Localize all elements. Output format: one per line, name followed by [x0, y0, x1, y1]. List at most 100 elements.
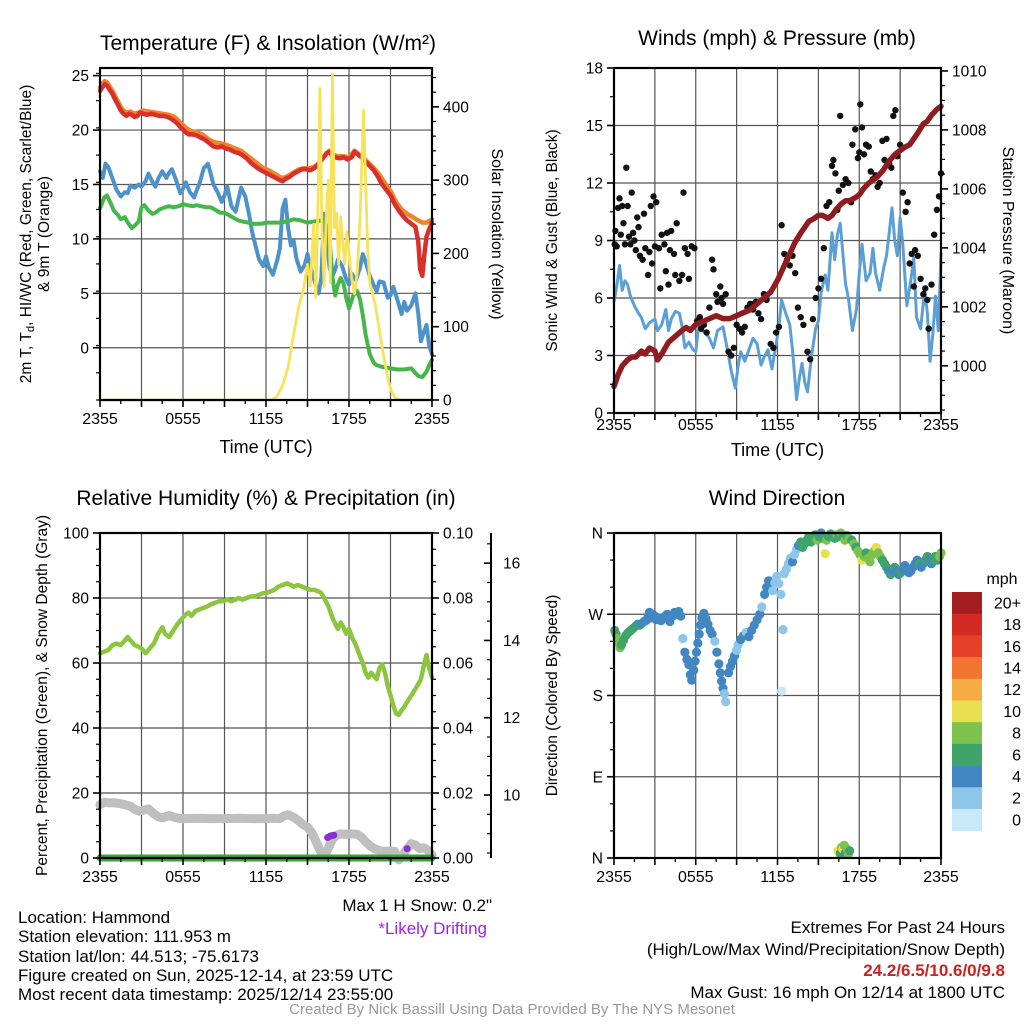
x-tick-label: 2355	[596, 417, 632, 434]
extremes-title: Extremes For Past 24 Hours	[790, 918, 1005, 937]
data-point	[712, 647, 722, 657]
station-elevation: Station elevation: 111.953 m	[18, 927, 231, 947]
y-tick-label: 9	[594, 233, 603, 250]
data-point	[772, 329, 780, 336]
x-tick-label: 2355	[596, 869, 632, 886]
data-point	[760, 589, 770, 600]
colorbar-segment	[952, 743, 982, 767]
right-tick-label: 400	[443, 99, 469, 116]
y-tick-label: 40	[72, 721, 90, 738]
data-point	[722, 291, 729, 298]
y-tick-label: 20	[72, 123, 90, 140]
colorbar-segment	[952, 657, 982, 680]
data-point	[924, 296, 931, 304]
right-tick-label: 1006	[952, 181, 986, 198]
snow-tick-label: 16	[503, 556, 520, 573]
x-tick-label: 2355	[82, 411, 118, 428]
data-point	[690, 656, 700, 666]
data-point	[617, 231, 624, 238]
data-point	[687, 675, 697, 685]
chart-title: Relative Humidity (%) & Precipitation (i…	[76, 487, 455, 510]
data-point	[839, 181, 847, 189]
data-point	[644, 271, 652, 279]
data-point	[804, 348, 811, 355]
data-point	[807, 356, 814, 363]
speed-colorbar: mph 20+ 18 16 14 12 10 8 6 4 2 0	[952, 571, 1021, 832]
data-point	[820, 245, 827, 252]
series-sonic-wind	[612, 206, 943, 402]
colorbar-label: 20+	[994, 595, 1021, 612]
data-point	[768, 586, 778, 596]
chart-title: Temperature (F) & Insolation (W/m²)	[100, 32, 436, 55]
recent-timestamp: Most recent data timestamp: 2025/12/14 2…	[18, 985, 394, 1005]
y-tick-label: 100	[63, 526, 89, 543]
colorbar-segment	[952, 765, 982, 788]
data-point	[639, 256, 646, 263]
x-axis-title: Time (UTC)	[731, 440, 824, 460]
data-point	[693, 638, 703, 648]
colorbar-segment	[952, 809, 982, 832]
colorbar-title: mph	[986, 571, 1017, 588]
data-point	[809, 315, 817, 323]
x-tick-label: 0555	[678, 417, 714, 434]
data-point	[917, 275, 924, 282]
data-point	[678, 271, 686, 279]
data-point	[858, 124, 866, 131]
y-tick-label: 6	[594, 291, 603, 308]
data-point	[826, 199, 833, 206]
series-wind-chill	[98, 161, 434, 357]
data-point	[910, 283, 917, 290]
data-point	[845, 179, 852, 187]
max-snow-note: Max 1 H Snow: 0.2"	[342, 896, 492, 915]
data-point	[928, 281, 935, 288]
data-point	[830, 156, 837, 164]
data-point	[713, 291, 720, 298]
data-point	[820, 549, 830, 559]
data-point	[902, 208, 909, 215]
data-point	[632, 246, 639, 254]
x-tick-label: 0555	[165, 411, 201, 428]
x-tick-label: 1155	[760, 869, 795, 886]
data-point	[696, 314, 703, 321]
series-wind-direction	[610, 528, 946, 860]
data-point	[694, 629, 704, 639]
data-point	[835, 187, 842, 194]
data-point	[911, 246, 919, 254]
series-station-pressure	[611, 103, 944, 390]
data-point	[899, 189, 906, 196]
y-tick-label: 80	[72, 591, 90, 608]
series-2m-temp	[97, 82, 435, 279]
data-point	[330, 831, 338, 839]
credit-footer: Created By Nick Bassill Using Data Provi…	[289, 1001, 735, 1018]
right-tick-label: 1004	[952, 240, 987, 257]
snow-tick-label: 10	[503, 788, 521, 805]
data-point	[707, 629, 717, 639]
data-point	[778, 625, 788, 635]
data-point	[906, 260, 913, 267]
snow-tick-label: 14	[503, 633, 521, 650]
left-axis-title: Percent, Precipitation (Green), & Snow D…	[34, 515, 51, 876]
x-tick-label: 0555	[165, 869, 201, 886]
right-tick-label: 0.02	[443, 786, 473, 803]
data-point	[828, 162, 836, 169]
snow-tick-label: 12	[503, 710, 520, 727]
data-point	[714, 298, 721, 305]
colorbar-label: 12	[1003, 682, 1021, 699]
data-point	[706, 304, 713, 311]
data-point	[815, 285, 822, 292]
data-point	[653, 199, 660, 206]
left-axis-title: Sonic Wind & Gust (Blue, Black)	[544, 129, 561, 351]
data-point	[657, 285, 664, 292]
data-point	[794, 304, 802, 311]
data-point	[718, 294, 725, 302]
data-point	[689, 665, 699, 675]
data-point	[403, 845, 411, 853]
data-point	[681, 245, 689, 252]
data-point	[680, 647, 690, 657]
data-point	[837, 112, 844, 120]
humidity-precip-chart: 2355 0555 1155 1755 2355020406080100Percent,…	[34, 487, 521, 886]
data-point	[628, 189, 635, 196]
data-point	[857, 101, 864, 108]
